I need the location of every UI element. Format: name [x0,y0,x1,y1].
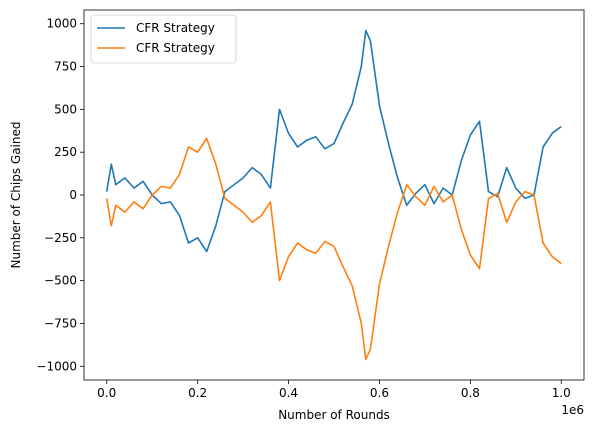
y-tick-label: 1000 [46,17,77,31]
x-tick-label: 1.0 [552,386,571,400]
series-line-2 [105,137,562,361]
y-tick-label: −500 [44,274,77,288]
series-layer [105,29,562,361]
y-tick-label: 500 [54,102,77,116]
y-tick-label: 750 [54,60,77,74]
y-tick-label: −1000 [36,359,77,373]
x-axis-label: Number of Rounds [278,408,390,422]
y-tick-label: 250 [54,145,77,159]
y-tick-label: 0 [69,188,77,202]
plot-frame [83,9,585,381]
series-line-1 [105,29,562,253]
x-tick-label: 0.4 [279,386,298,400]
x-tick-label: 0.8 [461,386,480,400]
legend-box [90,14,237,64]
x-tick-label: 0.6 [370,386,389,400]
legend-label-series-1: CFR Strategy [136,21,215,35]
y-tick-label: −250 [44,231,77,245]
y-tick-label: −750 [44,316,77,330]
legend: CFR Strategy CFR Strategy [90,14,237,64]
y-axis-label: Number of Chips Gained [9,122,23,269]
x-axis: 0.0 0.2 0.4 0.6 0.8 1.0 [97,380,571,400]
y-axis: 1000 750 500 250 0 −250 −500 −750 −1000 [36,17,84,373]
legend-label-series-2: CFR Strategy [136,41,215,55]
x-tick-label: 0.2 [188,386,207,400]
x-tick-label: 0.0 [97,386,116,400]
x-axis-offset-label: 1e6 [561,403,584,417]
